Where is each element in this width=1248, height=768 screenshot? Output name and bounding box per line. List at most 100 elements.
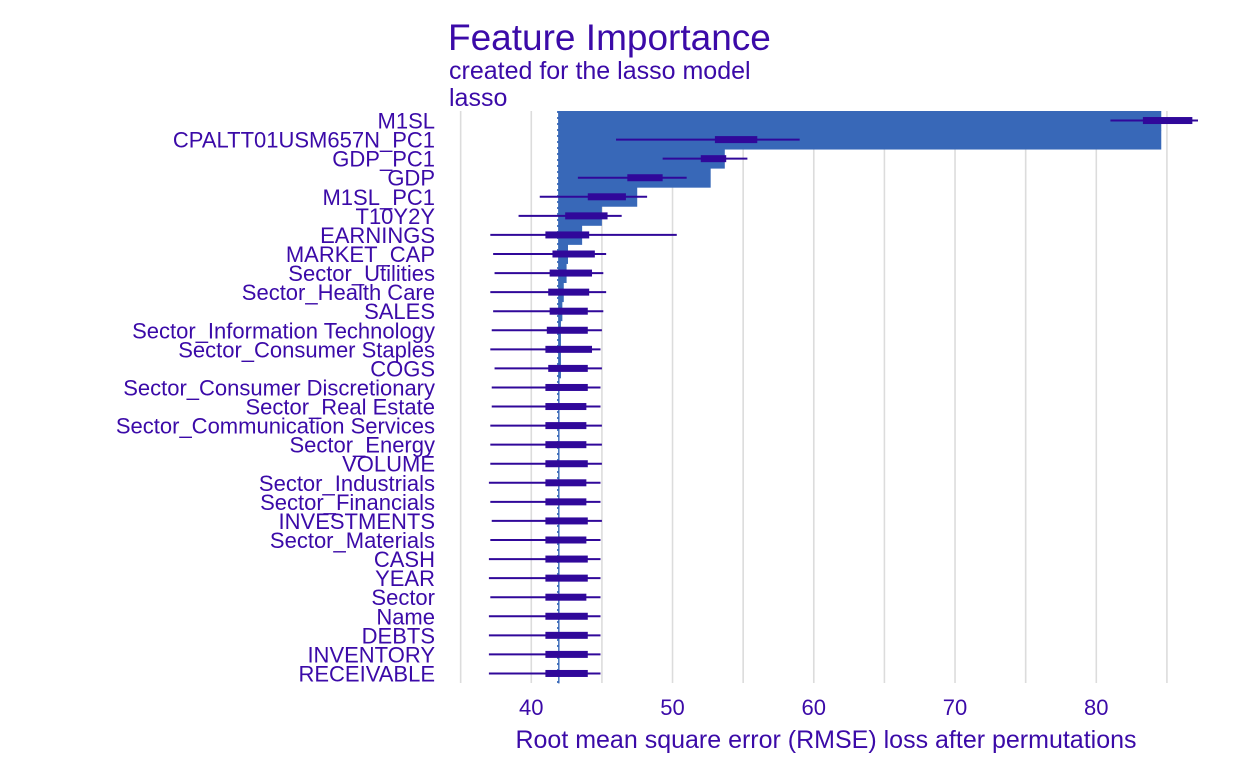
feature-label: MARKET_CAP <box>286 242 435 267</box>
boxplot-box <box>627 174 663 182</box>
feature-label: YEAR <box>375 566 435 591</box>
boxplot-box <box>548 288 590 296</box>
boxplot-investments <box>491 517 602 525</box>
boxplot-cpaltt01usm657n-pc1 <box>616 136 800 144</box>
boxplot-box <box>545 403 587 411</box>
boxplot-box <box>545 593 587 601</box>
x-tick-label: 60 <box>802 695 826 720</box>
boxplot-cash <box>488 555 601 563</box>
boxplot-box <box>546 326 588 334</box>
boxplot-gdp <box>577 174 687 182</box>
boxplot-sector-health-care <box>490 288 607 296</box>
boxplot-box <box>545 574 588 582</box>
boxplot-earnings <box>490 231 677 239</box>
boxplot-volume <box>490 460 602 468</box>
boxplot-box <box>545 479 587 487</box>
boxplot-box <box>545 383 588 391</box>
boxplot-sector-financials <box>490 498 601 506</box>
chart-title: Feature Importance <box>448 17 771 58</box>
feature-label: M1SL_PC1 <box>322 185 435 210</box>
boxplot-box <box>545 441 587 449</box>
feature-label: Sector_Consumer Staples <box>178 337 435 362</box>
feature-labels: M1SLCPALTT01USM657N_PC1GDP_PC1GDPM1SL_PC… <box>116 109 435 687</box>
boxplot-sector-real-estate <box>491 403 601 411</box>
feature-label: T10Y2Y <box>356 204 436 229</box>
boxplot-sector-utilities <box>494 269 604 277</box>
feature-label: INVESTMENTS <box>279 509 435 534</box>
feature-label: GDP_PC1 <box>332 147 435 172</box>
feature-label: Sector_Financials <box>260 490 435 515</box>
boxplot-box <box>545 422 587 430</box>
boxplot-box <box>545 498 587 506</box>
bar-cpaltt01usm657n-pc1 <box>558 130 1162 150</box>
boxplot-sector-materials <box>490 536 601 544</box>
boxplot-name <box>488 612 601 620</box>
feature-label: Name <box>376 604 435 629</box>
feature-label: Sector_Information Technology <box>132 318 435 343</box>
boxplots <box>488 117 1198 677</box>
boxplot-box <box>700 155 727 163</box>
chart-subtitle: created for the lasso model <box>449 57 751 85</box>
bars <box>558 111 1162 684</box>
boxplot-box <box>549 269 593 277</box>
boxplot-box <box>545 536 587 544</box>
boxplot-box <box>545 460 588 468</box>
boxplot-market-cap <box>493 250 607 258</box>
boxplot-sector-consumer-staples <box>490 345 601 353</box>
boxplot-sector-information-technology <box>491 326 602 334</box>
boxplot-box <box>545 650 588 658</box>
bar-gdp-pc1 <box>558 149 725 169</box>
x-axis-ticks: 40 50 60 70 80 <box>519 695 1109 720</box>
bar-m1sl <box>558 111 1162 131</box>
feature-label: SALES <box>364 299 435 324</box>
feature-label: Sector_Real Estate <box>245 395 435 420</box>
feature-label: Sector_Energy <box>289 433 435 458</box>
feature-label: INVENTORY <box>307 642 435 667</box>
feature-label: CPALTT01USM657N_PC1 <box>173 128 435 153</box>
feature-label: Sector_Materials <box>270 528 435 553</box>
boxplot-box <box>545 612 588 620</box>
boxplot-sector-communication-services <box>490 422 602 430</box>
boxplot-box <box>545 555 588 563</box>
boxplot-m1sl <box>1110 117 1198 125</box>
boxplot-box <box>1142 117 1193 125</box>
boxplot-sector-industrials <box>488 479 601 487</box>
feature-label: GDP <box>387 166 435 191</box>
boxplot-box <box>545 669 588 677</box>
boxplot-box <box>548 364 588 372</box>
boxplot-sector-energy <box>490 441 602 449</box>
boxplot-debts <box>488 631 601 639</box>
x-tick-label: 70 <box>943 695 967 720</box>
feature-label: Sector_Utilities <box>288 261 435 286</box>
boxplot-m1sl-pc1 <box>539 193 648 201</box>
boxplot-box <box>545 231 590 239</box>
boxplot-sector-consumer-discretionary <box>491 383 601 391</box>
boxplot-box <box>565 212 608 220</box>
feature-label: Sector_Communication Services <box>116 414 435 439</box>
feature-label: Sector_Industrials <box>259 471 435 496</box>
x-axis-label: Root mean square error (RMSE) loss after… <box>515 726 1136 754</box>
boxplot-sales <box>493 307 604 315</box>
boxplot-receivable <box>488 669 601 677</box>
feature-label: CASH <box>374 547 435 572</box>
boxplot-box <box>714 136 758 144</box>
feature-label: Sector_Consumer Discretionary <box>123 375 435 400</box>
boxplot-box <box>549 307 588 315</box>
boxplot-box <box>545 631 588 639</box>
feature-label: DEBTS <box>362 623 435 648</box>
boxplot-box <box>545 345 593 353</box>
boxplot-gdp-pc1 <box>662 155 748 163</box>
feature-label: EARNINGS <box>320 223 435 248</box>
boxplot-box <box>552 250 595 258</box>
x-tick-label: 40 <box>519 695 543 720</box>
boxplot-cogs <box>494 364 602 372</box>
feature-label: Sector <box>371 585 435 610</box>
panel-label: lasso <box>449 84 507 112</box>
feature-label: COGS <box>370 356 435 381</box>
boxplot-t10y2y <box>518 212 622 220</box>
x-tick-label: 50 <box>660 695 684 720</box>
feature-label: M1SL <box>378 109 435 134</box>
feature-label: RECEIVABLE <box>298 661 435 686</box>
feature-label: VOLUME <box>342 452 435 477</box>
